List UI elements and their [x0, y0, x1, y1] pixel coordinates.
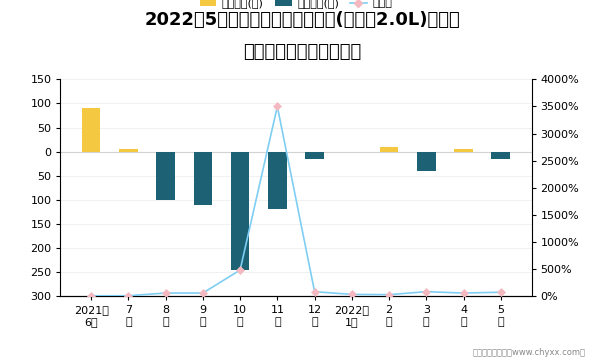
Bar	[492, 152, 510, 159]
Bar	[156, 152, 175, 200]
Text: 制图：智研咨询（www.chyxx.com）: 制图：智研咨询（www.chyxx.com）	[473, 348, 586, 357]
Bar	[454, 149, 473, 152]
Legend: 积压库存(辆), 清仓库存(辆), 产销率: 积压库存(辆), 清仓库存(辆), 产销率	[195, 0, 397, 13]
Bar	[305, 152, 324, 159]
Bar	[417, 152, 435, 171]
Bar	[268, 152, 287, 209]
Bar	[380, 147, 399, 152]
Text: 库存情况及产销率统计图: 库存情况及产销率统计图	[243, 43, 361, 61]
Bar	[231, 152, 249, 270]
Bar	[193, 152, 212, 205]
Bar	[119, 149, 138, 152]
Text: 2022年5月索纳塔旗下最畅销轿车(索纳塔2.0L)近一年: 2022年5月索纳塔旗下最畅销轿车(索纳塔2.0L)近一年	[144, 11, 460, 29]
Bar	[82, 108, 100, 152]
